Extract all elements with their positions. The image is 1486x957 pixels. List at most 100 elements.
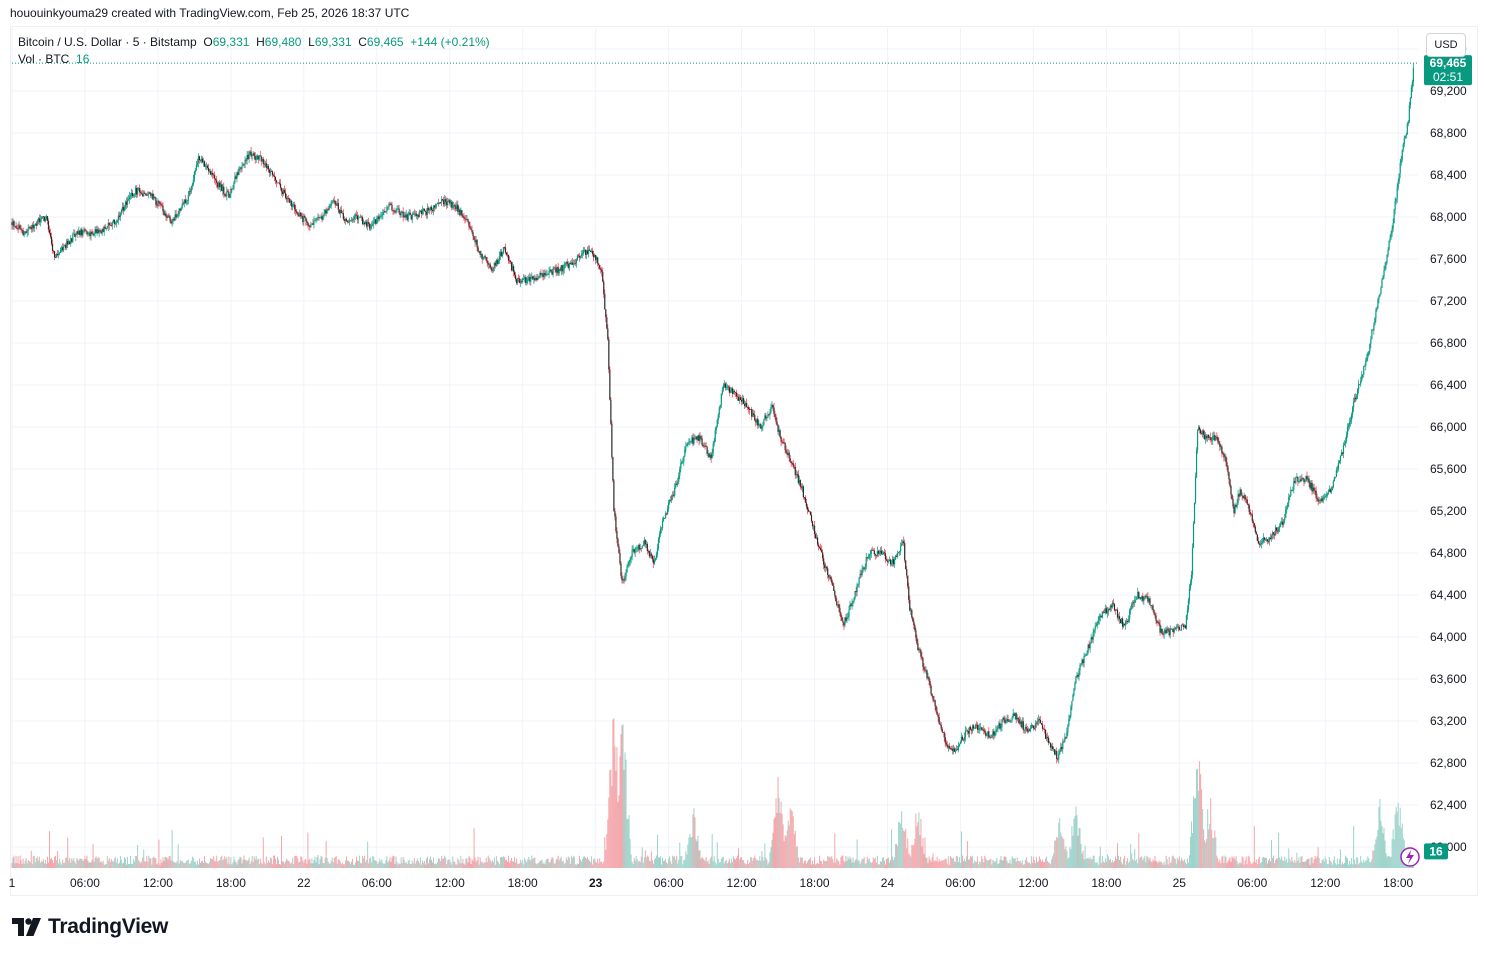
candle-body xyxy=(1241,495,1243,497)
volume-bar xyxy=(657,857,659,868)
volume-bar xyxy=(1146,855,1148,868)
volume-bar xyxy=(1008,862,1010,868)
volume-bar xyxy=(1383,827,1385,868)
volume-bar xyxy=(1151,862,1153,868)
candle-body xyxy=(225,195,227,197)
time-axis[interactable]: 1 06:00 12:00 18:00 22 06:00 12:00 18:00 23 06:00… xyxy=(9,876,1414,890)
candle-body xyxy=(275,180,278,183)
candle-body xyxy=(100,231,102,234)
volume-bar xyxy=(101,862,103,868)
volume-bar xyxy=(272,855,274,868)
volume-bar xyxy=(925,857,927,868)
currency-button[interactable]: USD xyxy=(1426,33,1466,57)
candle-body xyxy=(1073,689,1075,696)
volume-bar xyxy=(94,857,96,868)
volume-bar xyxy=(642,862,644,868)
candle-body xyxy=(330,201,332,206)
candle-body xyxy=(610,399,612,424)
candle-body xyxy=(1028,729,1030,731)
candle-body xyxy=(1175,626,1177,629)
candle-body xyxy=(366,221,368,227)
volume-key[interactable]: Vol · BTC xyxy=(18,52,70,66)
candle-body xyxy=(679,468,681,476)
candle-body xyxy=(459,209,461,216)
candle-body xyxy=(794,466,796,476)
volume-bar xyxy=(668,858,670,868)
candle-body xyxy=(1139,597,1141,599)
volume-bar xyxy=(844,861,846,868)
candle-body xyxy=(13,221,15,227)
volume-bar xyxy=(417,860,419,868)
volume-bar xyxy=(140,863,142,868)
candle-body xyxy=(1066,732,1068,739)
candle-body xyxy=(991,735,993,738)
volume-bar xyxy=(792,816,794,868)
candle-body xyxy=(1190,574,1193,583)
volume-bar xyxy=(1015,861,1017,868)
candle-body xyxy=(1039,720,1042,724)
candle-body xyxy=(1381,279,1383,288)
volume-bar xyxy=(768,862,770,868)
volume-bar xyxy=(1004,856,1006,868)
volume-bar xyxy=(847,856,849,868)
volume-bar xyxy=(1289,858,1291,868)
candle-body xyxy=(764,415,766,420)
volume-bar xyxy=(47,862,49,868)
volume-bar xyxy=(1226,863,1228,868)
candle-body xyxy=(105,228,107,229)
candle-body xyxy=(357,217,360,220)
volume-bar xyxy=(961,855,963,868)
candle-body xyxy=(616,531,618,539)
volume-bar xyxy=(214,861,216,868)
volume-bar xyxy=(985,857,987,868)
volume-bar xyxy=(274,858,276,868)
volume-bar xyxy=(684,859,686,868)
volume-bar xyxy=(303,862,305,868)
candle-body xyxy=(213,174,215,176)
candle-body xyxy=(990,736,992,738)
volume-bar xyxy=(778,797,780,868)
volume-bar xyxy=(294,855,296,868)
time-tick-label: 06:00 xyxy=(945,876,975,890)
candle-body xyxy=(1019,721,1021,724)
candle-body xyxy=(188,191,190,195)
volume-bar xyxy=(81,859,83,868)
candle-body xyxy=(1270,535,1273,540)
volume-bar xyxy=(892,856,894,868)
candle-body xyxy=(11,222,13,226)
candle-body xyxy=(1311,482,1313,492)
candle-body xyxy=(251,154,253,157)
candle-body xyxy=(124,201,127,208)
candle-body xyxy=(1010,720,1012,721)
candle-body xyxy=(175,214,177,218)
candle-body xyxy=(762,425,764,427)
time-tick-label: 23 xyxy=(589,876,603,890)
volume-bar xyxy=(678,859,680,868)
candle-body xyxy=(1023,729,1025,731)
volume-bar xyxy=(1337,864,1339,868)
candle-body xyxy=(801,486,803,488)
volume-bar xyxy=(423,860,425,868)
price-axis[interactable]: 62,00062,40062,80063,20063,60064,00064,4… xyxy=(1430,42,1467,854)
volume-bar xyxy=(872,857,874,868)
candle-body xyxy=(144,192,146,194)
candle-body xyxy=(1201,433,1203,435)
candle-body xyxy=(80,229,82,236)
price-tick-label: 69,200 xyxy=(1430,84,1467,98)
volume-bar xyxy=(1221,856,1223,868)
candle-body xyxy=(44,219,47,221)
candle-body xyxy=(1157,622,1159,623)
candle-body xyxy=(741,398,744,402)
volume-bar xyxy=(46,856,48,868)
volume-bar xyxy=(1135,860,1137,868)
time-tick-label: 24 xyxy=(881,876,895,890)
candle-body xyxy=(1083,656,1085,664)
candle-body xyxy=(187,194,189,201)
symbol-title[interactable]: Bitcoin / U.S. Dollar · 5 · Bitstamp xyxy=(18,35,197,49)
tradingview-logo[interactable]: TradingView xyxy=(12,915,168,939)
candle-body xyxy=(939,723,941,725)
volume-bar xyxy=(944,858,946,868)
candle-body xyxy=(1313,487,1315,491)
volume-bar xyxy=(1315,858,1317,868)
